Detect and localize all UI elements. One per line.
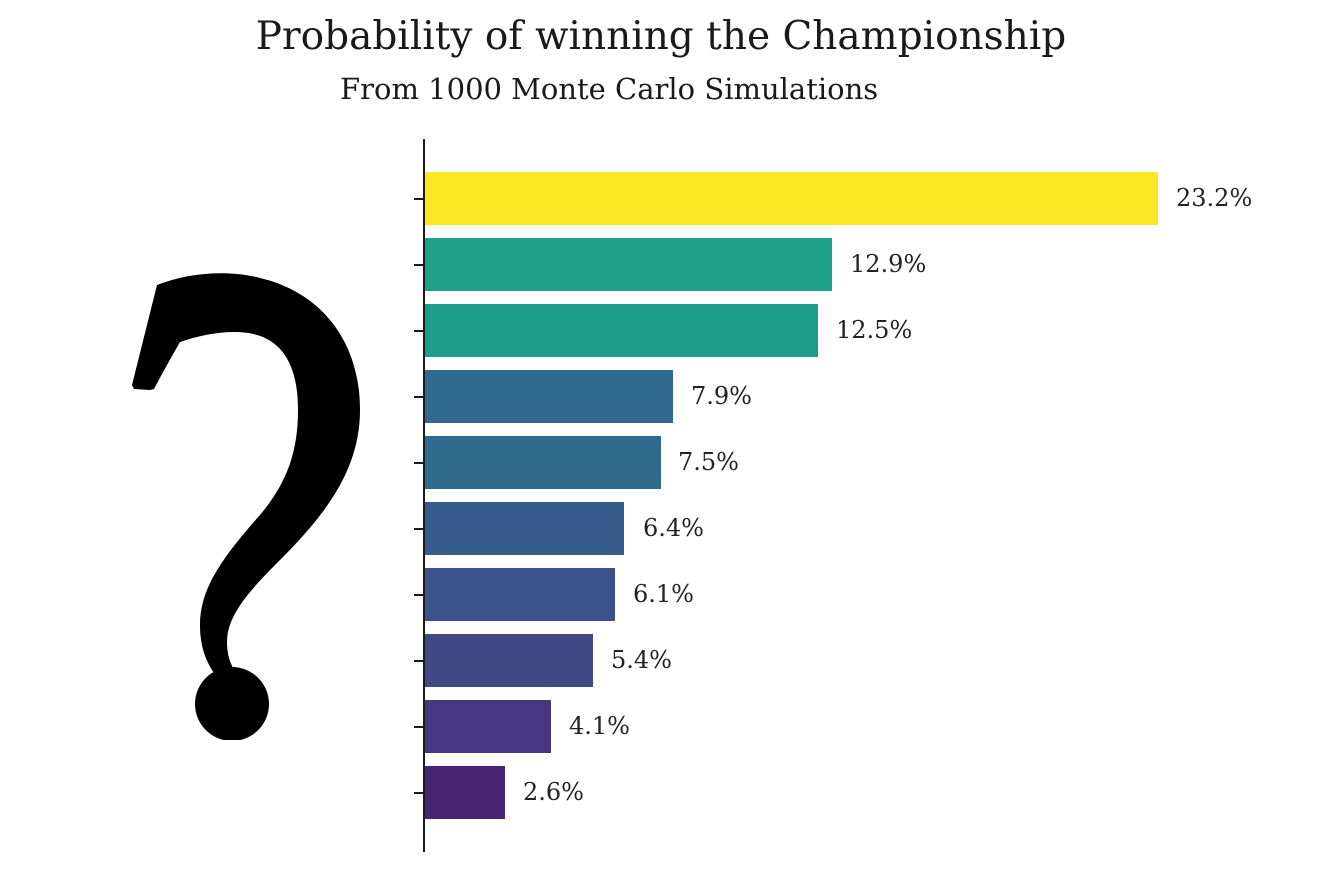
bar-value-label: 2.6% (523, 778, 584, 806)
bar (425, 436, 661, 489)
y-tick (414, 198, 423, 200)
bar (425, 766, 505, 819)
bar-value-label: 4.1% (569, 712, 630, 740)
y-tick (414, 594, 423, 596)
y-tick (414, 660, 423, 662)
chart-title: Probability of winning the Championship (255, 14, 1067, 59)
y-tick (414, 726, 423, 728)
y-axis-line (423, 139, 425, 852)
bar (425, 304, 818, 357)
bar-value-label: 12.5% (836, 316, 913, 344)
bar-plot-area: 23.2% 12.9% 12.5% 7.9% 7.5% 6.4% 6.1% 5.… (414, 0, 1322, 884)
bar-value-label: 7.5% (678, 448, 739, 476)
bar-value-label: 7.9% (691, 382, 752, 410)
bar-value-label: 12.9% (850, 250, 927, 278)
y-tick (414, 396, 423, 398)
bar (425, 172, 1158, 225)
bar (425, 502, 624, 555)
y-tick (414, 792, 423, 794)
chart-subtitle: From 1000 Monte Carlo Simulations (340, 72, 879, 106)
bar-value-label: 6.1% (633, 580, 694, 608)
y-tick (414, 264, 423, 266)
y-tick (414, 462, 423, 464)
bar-value-label: 23.2% (1176, 184, 1253, 212)
bar (425, 238, 832, 291)
question-mark-icon (132, 273, 360, 740)
y-tick (414, 528, 423, 530)
bar-value-label: 5.4% (611, 646, 672, 674)
bar (425, 370, 673, 423)
bar (425, 634, 593, 687)
bar (425, 568, 615, 621)
bar (425, 700, 551, 753)
bar-value-label: 6.4% (643, 514, 704, 542)
y-tick (414, 330, 423, 332)
